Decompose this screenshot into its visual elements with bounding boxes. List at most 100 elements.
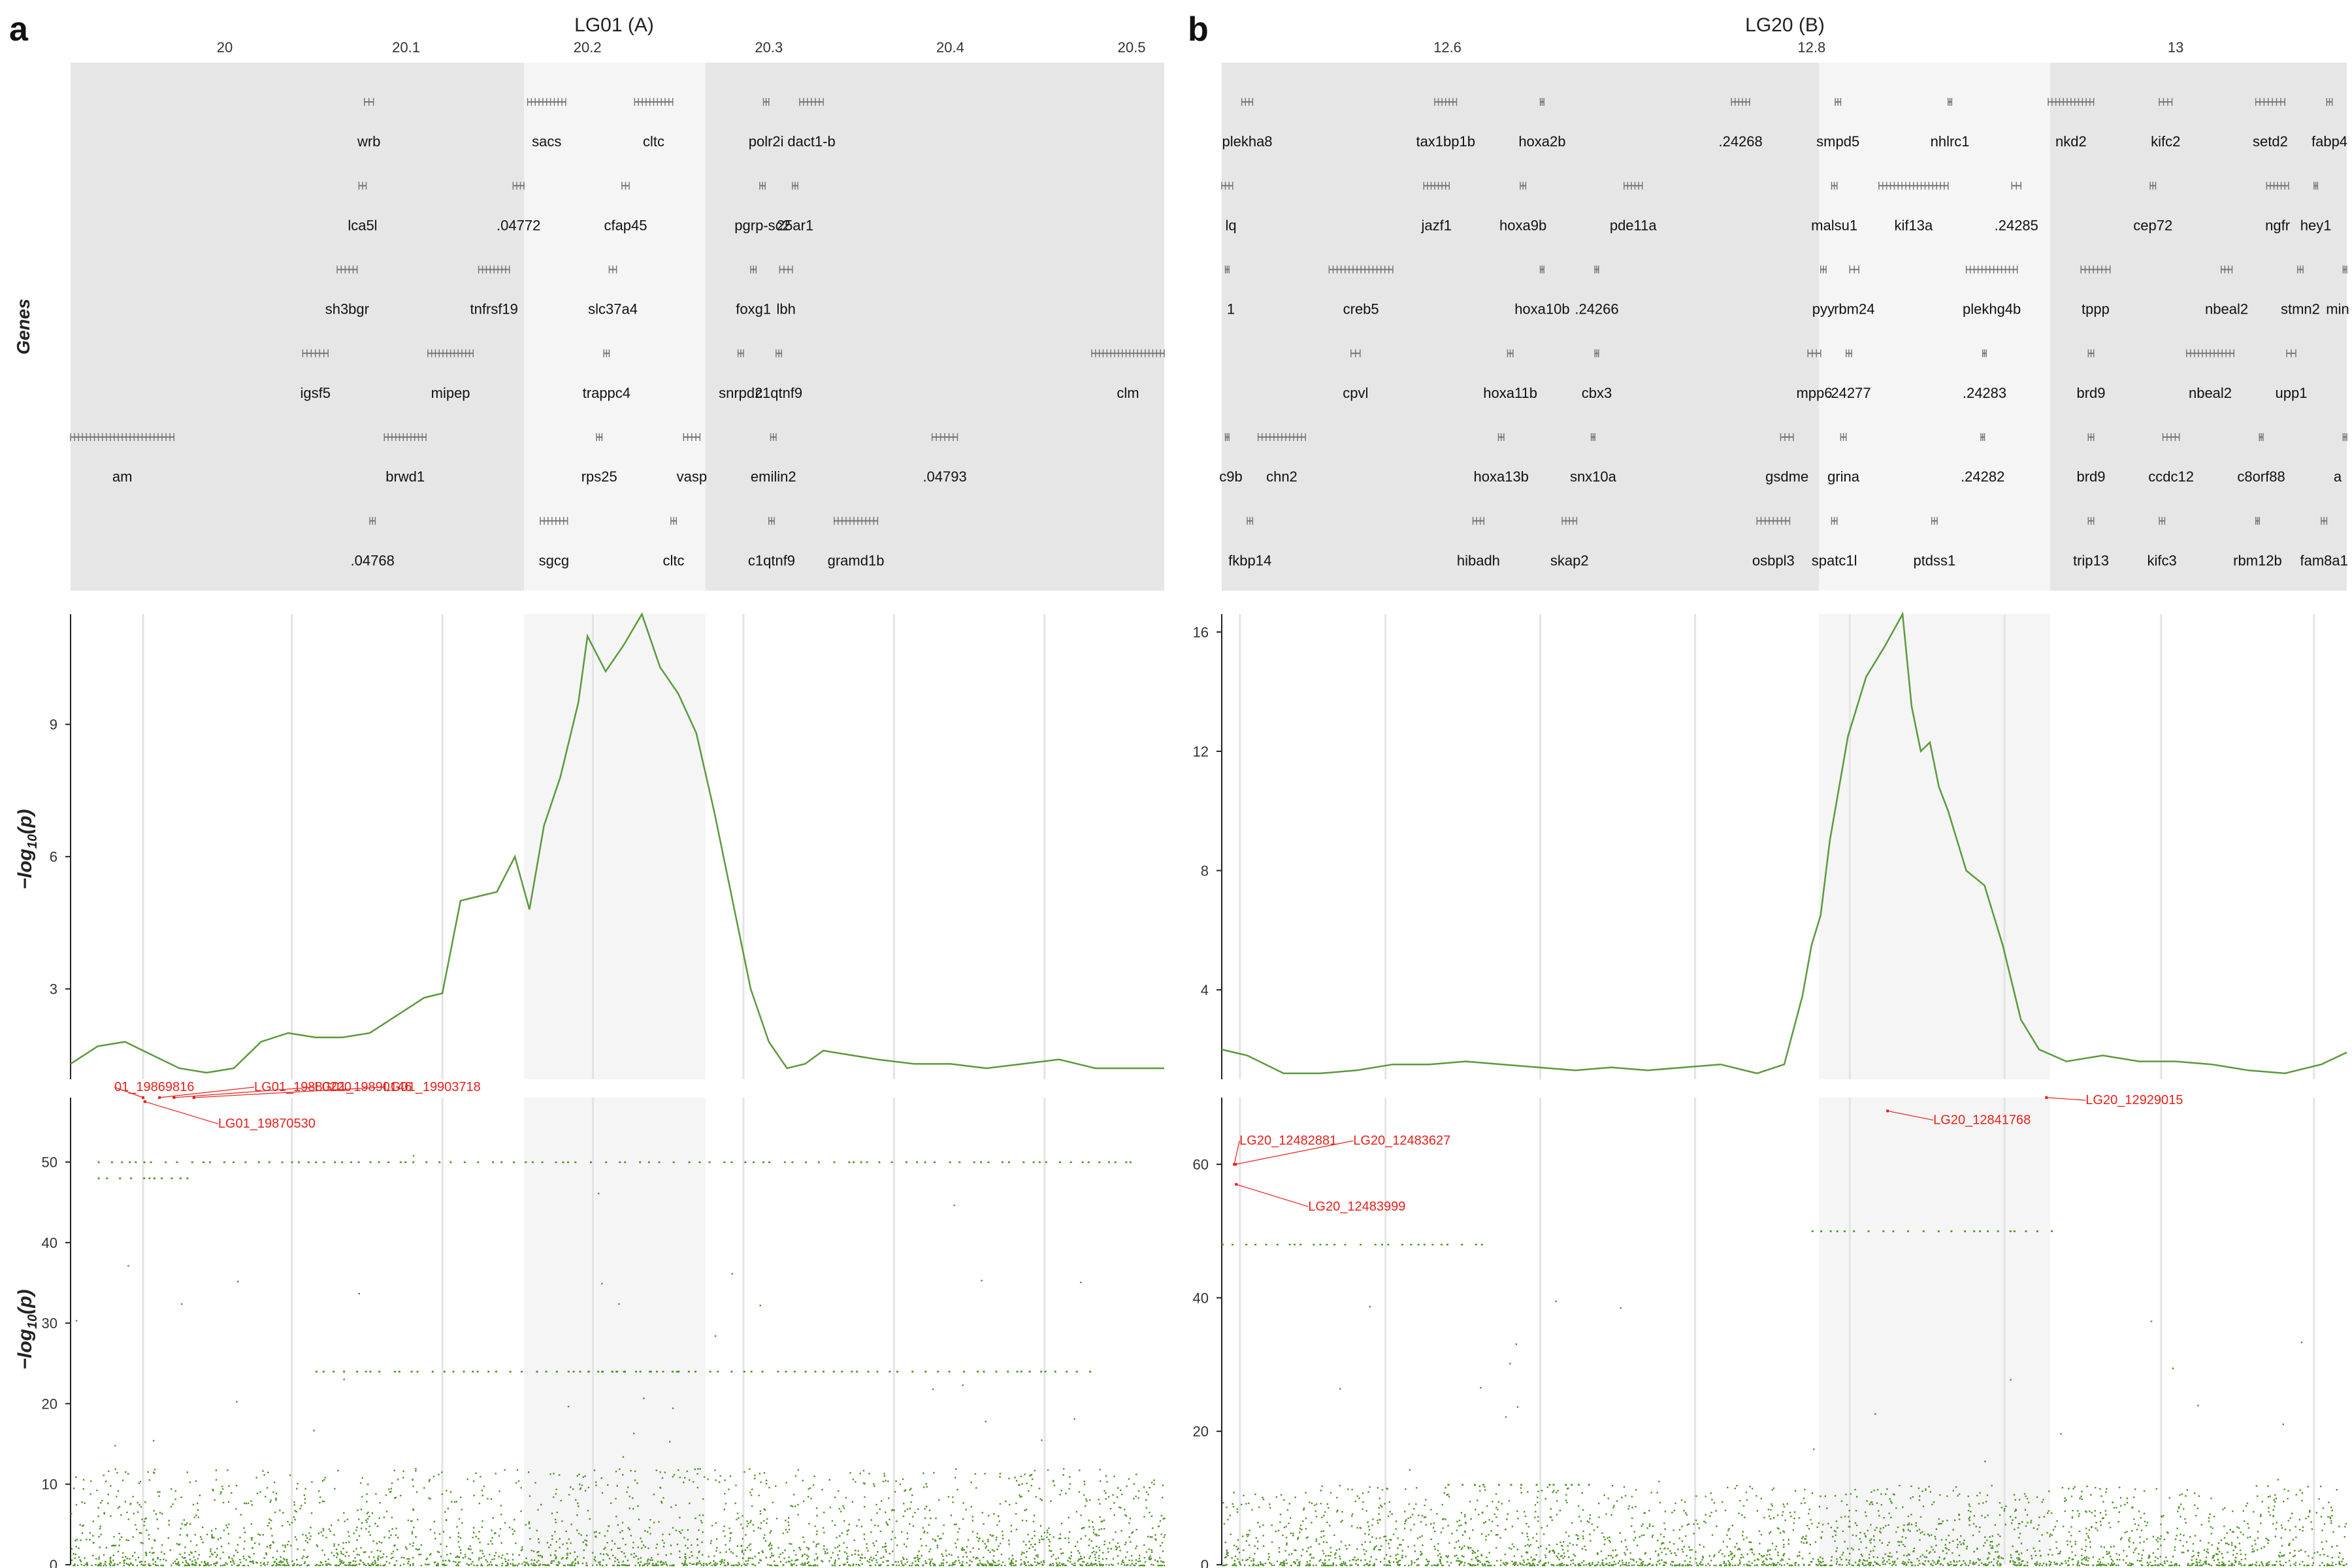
gene: c9b	[1219, 433, 1243, 485]
gene-label: snx10a	[1570, 468, 1617, 485]
gene: a	[2334, 433, 2347, 485]
gene: grina	[1827, 433, 1860, 485]
gene-label: ngfr	[2265, 217, 2290, 233]
genes-highlight	[524, 63, 706, 591]
gene: chn2	[1257, 433, 1306, 485]
gene: cpvl	[1343, 349, 1368, 401]
snp-label-leader	[1235, 1140, 1354, 1165]
gene-label: .24268	[1718, 133, 1762, 150]
line-highlight	[1818, 614, 2050, 1079]
snp-label-leader	[159, 1086, 255, 1098]
gene-label: rbm12b	[2233, 552, 2282, 568]
gene-label: vasp	[677, 468, 707, 485]
scatter-highlight	[1818, 1098, 2050, 1565]
gene: nbeal2	[2205, 265, 2248, 318]
snp-label: 01_19869816	[114, 1080, 194, 1094]
gene: slc37a4	[588, 265, 638, 318]
gene-label: c1qtnf9	[748, 552, 795, 568]
gene-label: a	[2334, 468, 2342, 485]
gene-label: am	[112, 468, 133, 485]
gene: rps25	[581, 433, 617, 485]
y-tick-label: 4	[1201, 982, 1209, 998]
gene: .24282	[1961, 433, 2004, 485]
gene: tnfrsf19	[470, 265, 518, 318]
gene-label: stmn2	[2281, 301, 2320, 318]
gene-label: tnfrsf19	[470, 301, 518, 318]
gene: ngfr	[2265, 182, 2290, 233]
scatter-panel: 0 10 20 30 40 50 01_19869816 LG01_19870530 LG01_…	[42, 1080, 1166, 1568]
gene-label: plekhg4b	[1963, 301, 2021, 318]
snp-label: LG20_12929015	[2085, 1093, 2183, 1107]
gene: skap2	[1550, 517, 1589, 568]
gene-label: skap2	[1550, 552, 1589, 568]
gene: min	[2326, 265, 2349, 318]
gene-label: hoxa2b	[1518, 133, 1565, 150]
gene-label: .24266	[1575, 301, 1618, 318]
gene-label: lbh	[776, 301, 795, 318]
gene: nhlrc1	[1931, 98, 1970, 150]
snp-label-leader	[2046, 1097, 2086, 1101]
gene: ptdss1	[1913, 517, 1955, 568]
association-line	[1221, 611, 2347, 1075]
x-tick-label: 20	[217, 39, 233, 56]
x-tick-label: 20.2	[574, 39, 602, 56]
y-tick-label: 60	[1193, 1156, 1209, 1173]
gene-label: 1	[1227, 301, 1235, 318]
gene-label: ccdc12	[2148, 468, 2194, 485]
scatter-band	[315, 1371, 1092, 1373]
scatter-band	[1447, 1484, 1590, 1486]
gene-label: c1qtnf9	[755, 385, 802, 401]
gene-label: cltc	[643, 133, 664, 150]
gene: hibadh	[1457, 517, 1500, 568]
gene: smpd5	[1816, 98, 1859, 150]
panel-title-a: LG01 (A)	[574, 14, 654, 36]
gene: sacs	[527, 98, 566, 150]
gene: jazf1	[1421, 182, 1452, 233]
snp-label-leader	[1887, 1110, 1934, 1121]
gene: stmn2	[2281, 265, 2320, 318]
gene: hey1	[2300, 182, 2331, 233]
gene: emilin2	[751, 433, 796, 485]
y-tick-label: 40	[42, 1235, 57, 1251]
y-tick-label: 12	[1193, 743, 1209, 760]
gene-label: slc37a4	[588, 301, 638, 318]
gene: 1	[1224, 265, 1235, 318]
gene: kifc3	[2148, 517, 2177, 568]
gene: snx10a	[1570, 433, 1617, 485]
gene: lbh	[776, 265, 796, 318]
gene-label: fam8a1	[2300, 552, 2347, 568]
y-tick-label: 20	[42, 1396, 57, 1412]
gene-label: c8orf88	[2237, 468, 2285, 485]
y-tick-label: 3	[50, 981, 57, 998]
gene: .24283	[1963, 349, 2006, 401]
gene-label: osbpl3	[1752, 552, 1795, 568]
gene-label: hoxa11b	[1483, 385, 1537, 401]
gene-label: min	[2326, 301, 2349, 318]
gene-label: cfap45	[604, 217, 647, 233]
scatter-ylabel-a: −log10(p)	[14, 1289, 40, 1369]
gene: rbm24	[1834, 265, 1874, 318]
y-tick-label: 6	[50, 849, 57, 865]
gene: hoxa2b	[1518, 98, 1566, 150]
gene: polr2i	[749, 98, 784, 150]
y-tick-label: 8	[1201, 863, 1209, 879]
gene: osbpl3	[1752, 517, 1795, 568]
gene-label: hibadh	[1457, 552, 1500, 568]
association-line	[70, 612, 1164, 1074]
gene: .24285	[1995, 182, 2038, 233]
gene: cbx3	[1582, 349, 1612, 401]
gene-label: pgrp-sc2	[734, 217, 791, 233]
x-tick-label: 20.3	[755, 39, 783, 56]
gene-label: malsu1	[1811, 217, 1857, 233]
y-tick-label: 50	[42, 1154, 57, 1171]
scatter-panel: 0 20 40 60 LG20_12482881 LG20_12483627 LG20_12…	[1193, 1093, 2347, 1568]
snp-label-leader	[1236, 1184, 1309, 1207]
panel-b: 12.6 12.8 13 plekha8 tax1bp1b hoxa2b .24268 smp…	[1193, 39, 2349, 1568]
gene: wrb	[357, 98, 380, 150]
gene: .24266	[1575, 265, 1619, 318]
y-tick-label: 30	[42, 1315, 57, 1331]
gene: .04772	[497, 182, 540, 233]
gene: dact1-b	[787, 98, 836, 150]
gene-label: cep72	[2133, 217, 2172, 233]
gene-label: kifc2	[2151, 133, 2180, 150]
